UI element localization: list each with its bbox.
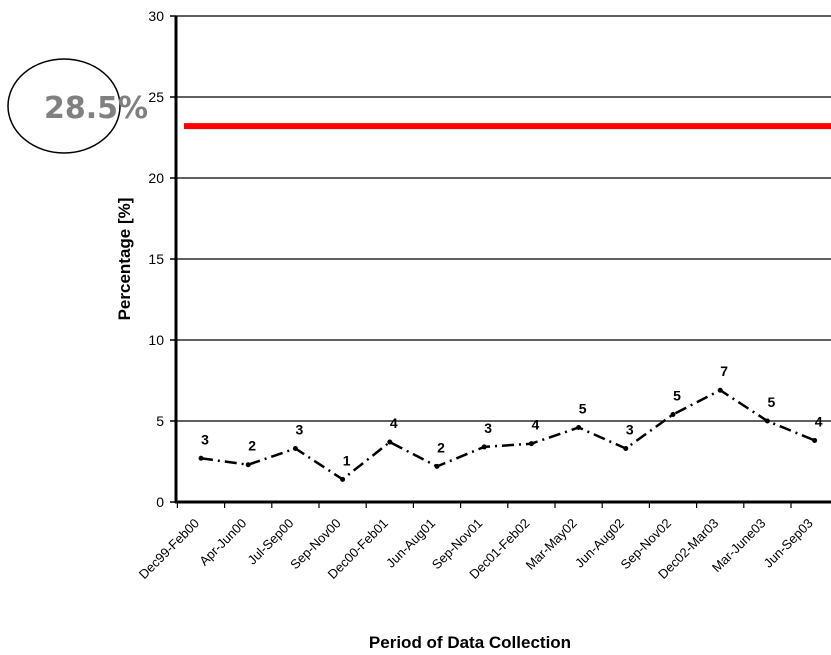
data-label: 5 bbox=[673, 388, 681, 404]
gridlines bbox=[176, 15, 831, 422]
data-points bbox=[198, 387, 818, 482]
y-tick-label: 30 bbox=[148, 8, 164, 24]
y-tick-label: 15 bbox=[148, 251, 164, 267]
data-label: 7 bbox=[720, 363, 728, 379]
data-point bbox=[481, 444, 487, 450]
callout: 28.5% bbox=[7, 58, 148, 154]
data-point bbox=[528, 441, 534, 447]
data-label: 5 bbox=[579, 400, 587, 416]
data-point bbox=[764, 418, 770, 424]
data-point bbox=[292, 446, 298, 452]
y-axis-title: Percentage [%] bbox=[115, 198, 134, 321]
x-tick-label: Jun-Sep03 bbox=[761, 516, 816, 571]
x-axis-ticks: Dec99-Feb00Apr-Jun00Jul-Sep00Sep-Nov00De… bbox=[136, 502, 816, 582]
data-point bbox=[245, 462, 251, 468]
data-point bbox=[623, 446, 629, 452]
data-label: 3 bbox=[296, 422, 304, 438]
data-label: 4 bbox=[532, 417, 540, 433]
y-tick-label: 0 bbox=[156, 494, 164, 510]
x-tick-label: Apr-Jun00 bbox=[196, 516, 249, 569]
callout-label: 28.5% bbox=[44, 91, 148, 126]
y-axis-ticks: 0 5 10 15 20 25 30 bbox=[148, 8, 176, 510]
data-label: 4 bbox=[815, 413, 823, 429]
data-point bbox=[717, 387, 723, 393]
data-label: 3 bbox=[626, 422, 634, 438]
data-label: 3 bbox=[484, 420, 492, 436]
data-point bbox=[340, 476, 346, 482]
data-label: 3 bbox=[201, 431, 209, 447]
data-label: 4 bbox=[390, 415, 398, 431]
series-line bbox=[200, 388, 816, 481]
data-label: 1 bbox=[343, 452, 351, 468]
y-tick-label: 5 bbox=[156, 413, 164, 429]
y-tick-label: 25 bbox=[148, 89, 164, 105]
data-point bbox=[434, 463, 440, 469]
x-tick-label: Mar-May02 bbox=[523, 516, 580, 573]
data-point bbox=[670, 412, 676, 418]
x-axis-title: Period of Data Collection bbox=[369, 633, 571, 652]
x-tick-label: Dec99-Feb00 bbox=[136, 516, 202, 582]
callout-ellipse bbox=[7, 58, 121, 154]
data-labels: 3 2 3 1 4 2 3 4 5 3 5 7 5 4 bbox=[201, 363, 823, 468]
y-tick-label: 20 bbox=[148, 170, 164, 186]
data-label: 2 bbox=[437, 439, 445, 455]
data-label: 2 bbox=[248, 438, 256, 454]
data-point bbox=[576, 424, 582, 430]
data-point bbox=[198, 455, 204, 461]
data-point bbox=[387, 439, 393, 445]
data-point bbox=[812, 437, 818, 443]
data-label: 5 bbox=[768, 394, 776, 410]
y-tick-label: 10 bbox=[148, 332, 164, 348]
